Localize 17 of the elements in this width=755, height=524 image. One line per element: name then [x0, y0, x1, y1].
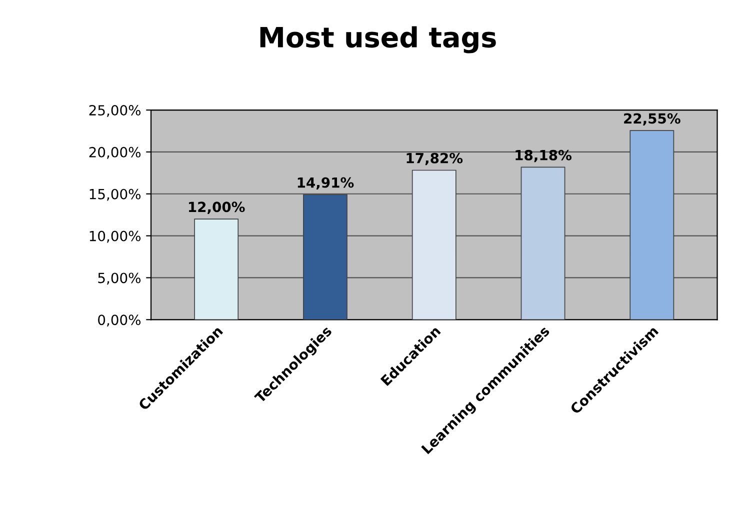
data-label: 18,18% — [516, 150, 572, 162]
data-label: 22,55% — [624, 113, 680, 126]
y-tick-label: 15,00% — [90, 188, 141, 201]
data-label: 17,82% — [406, 152, 463, 166]
bar — [520, 166, 566, 320]
y-tick-label: 10,00% — [90, 230, 141, 243]
data-label: 12,00% — [188, 202, 245, 214]
data-label: 14,91% — [298, 177, 354, 190]
chart-title: Most used tags — [260, 26, 496, 54]
bar — [412, 170, 456, 320]
y-tick-label: 0,00% — [98, 314, 141, 327]
y-tick-label: 25,00% — [89, 105, 141, 117]
bar — [303, 194, 348, 320]
y-tick-label: 20,00% — [89, 146, 141, 159]
bar — [630, 130, 674, 320]
y-tick-label: 5,00% — [98, 272, 141, 285]
bar — [194, 218, 239, 320]
